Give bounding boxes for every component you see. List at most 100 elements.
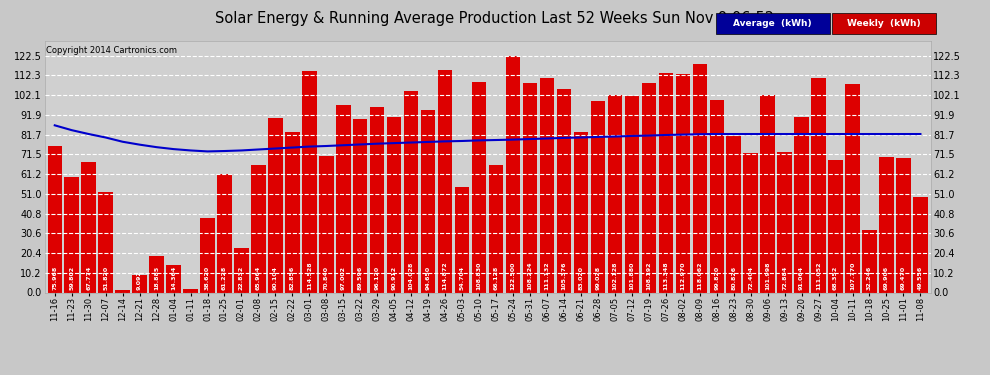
Text: 108.830: 108.830 bbox=[476, 261, 481, 290]
Bar bbox=[319, 156, 334, 292]
Text: 99.028: 99.028 bbox=[595, 266, 600, 290]
Bar bbox=[200, 218, 215, 292]
Bar bbox=[540, 78, 554, 292]
Text: 67.774: 67.774 bbox=[86, 266, 91, 290]
Bar bbox=[302, 71, 317, 292]
Text: 111.132: 111.132 bbox=[544, 261, 549, 290]
Text: 114.872: 114.872 bbox=[443, 261, 447, 290]
Text: 9.092: 9.092 bbox=[137, 270, 143, 290]
Text: 82.856: 82.856 bbox=[290, 266, 295, 290]
Bar bbox=[523, 83, 538, 292]
Text: 59.802: 59.802 bbox=[69, 266, 74, 290]
Text: 101.998: 101.998 bbox=[765, 261, 770, 290]
Text: 112.970: 112.970 bbox=[680, 261, 685, 290]
Bar bbox=[64, 177, 79, 292]
Bar bbox=[336, 105, 350, 292]
Text: 107.770: 107.770 bbox=[850, 261, 855, 290]
Text: 114.528: 114.528 bbox=[307, 261, 312, 290]
Text: 65.964: 65.964 bbox=[256, 266, 261, 290]
Bar bbox=[506, 56, 521, 292]
Text: 108.224: 108.224 bbox=[528, 261, 533, 290]
Bar bbox=[574, 132, 588, 292]
Text: 14.364: 14.364 bbox=[171, 266, 176, 290]
Bar bbox=[166, 265, 181, 292]
Text: Average  (kWh): Average (kWh) bbox=[734, 19, 812, 28]
Bar bbox=[404, 92, 419, 292]
Bar bbox=[896, 158, 911, 292]
Bar bbox=[353, 119, 367, 292]
Bar bbox=[285, 132, 300, 292]
Text: 90.104: 90.104 bbox=[273, 266, 278, 290]
Text: 101.880: 101.880 bbox=[630, 261, 635, 290]
Text: 91.064: 91.064 bbox=[799, 266, 804, 290]
Bar bbox=[760, 95, 775, 292]
Bar bbox=[251, 165, 265, 292]
Bar bbox=[183, 289, 198, 292]
Bar bbox=[133, 275, 147, 292]
Bar bbox=[642, 83, 656, 292]
Text: 80.826: 80.826 bbox=[732, 266, 737, 290]
Text: 113.348: 113.348 bbox=[663, 261, 668, 290]
Text: 22.832: 22.832 bbox=[239, 266, 244, 290]
Text: 54.704: 54.704 bbox=[459, 266, 464, 290]
Bar bbox=[608, 95, 622, 292]
Bar bbox=[472, 82, 486, 292]
Text: 72.884: 72.884 bbox=[782, 266, 787, 290]
Text: 118.062: 118.062 bbox=[697, 261, 702, 290]
Bar bbox=[116, 291, 130, 292]
Text: 104.028: 104.028 bbox=[409, 261, 414, 290]
Text: 99.820: 99.820 bbox=[714, 266, 719, 290]
Bar bbox=[268, 118, 282, 292]
Bar bbox=[625, 96, 640, 292]
Bar bbox=[710, 100, 724, 292]
Bar bbox=[693, 64, 707, 292]
Text: 69.906: 69.906 bbox=[884, 266, 889, 290]
Bar bbox=[777, 152, 792, 292]
Text: 68.352: 68.352 bbox=[833, 266, 839, 290]
Bar bbox=[913, 197, 928, 292]
Text: 75.968: 75.968 bbox=[52, 266, 57, 290]
Text: 102.128: 102.128 bbox=[613, 261, 618, 290]
Bar bbox=[658, 74, 673, 292]
Text: 70.840: 70.840 bbox=[324, 266, 329, 290]
Bar bbox=[387, 117, 401, 292]
Text: 89.596: 89.596 bbox=[357, 266, 362, 290]
Text: 94.650: 94.650 bbox=[426, 266, 431, 290]
Text: 83.020: 83.020 bbox=[578, 266, 583, 290]
Text: Copyright 2014 Cartronics.com: Copyright 2014 Cartronics.com bbox=[47, 46, 177, 55]
Bar bbox=[675, 74, 690, 292]
Text: 97.002: 97.002 bbox=[341, 266, 346, 290]
Bar bbox=[421, 110, 436, 292]
Text: Weekly  (kWh): Weekly (kWh) bbox=[846, 19, 921, 28]
Bar bbox=[794, 117, 809, 292]
Text: 122.500: 122.500 bbox=[511, 261, 516, 290]
Bar bbox=[438, 70, 452, 292]
Bar bbox=[489, 165, 503, 292]
Bar bbox=[591, 101, 605, 292]
Bar bbox=[812, 78, 826, 292]
Bar bbox=[48, 146, 62, 292]
Text: Solar Energy & Running Average Production Last 52 Weeks Sun Nov 9 06:52: Solar Energy & Running Average Productio… bbox=[216, 11, 774, 26]
Text: 38.620: 38.620 bbox=[205, 266, 210, 290]
Bar bbox=[235, 248, 248, 292]
Text: 51.820: 51.820 bbox=[103, 266, 108, 290]
Bar bbox=[879, 158, 894, 292]
Text: 32.246: 32.246 bbox=[867, 266, 872, 290]
Text: 72.404: 72.404 bbox=[748, 266, 753, 290]
Text: 18.885: 18.885 bbox=[154, 266, 159, 290]
Bar bbox=[217, 174, 232, 292]
Bar bbox=[743, 153, 758, 292]
Bar bbox=[370, 107, 384, 292]
Text: 66.128: 66.128 bbox=[494, 266, 499, 290]
Text: 90.912: 90.912 bbox=[392, 266, 397, 290]
Text: 111.052: 111.052 bbox=[816, 261, 821, 290]
Bar bbox=[81, 162, 96, 292]
Bar bbox=[829, 160, 842, 292]
Text: 105.376: 105.376 bbox=[561, 261, 566, 290]
Text: 49.556: 49.556 bbox=[918, 266, 923, 290]
Bar bbox=[556, 89, 571, 292]
Bar bbox=[98, 192, 113, 292]
Text: 61.228: 61.228 bbox=[222, 266, 227, 290]
Text: 108.192: 108.192 bbox=[646, 261, 651, 290]
Bar bbox=[454, 187, 469, 292]
